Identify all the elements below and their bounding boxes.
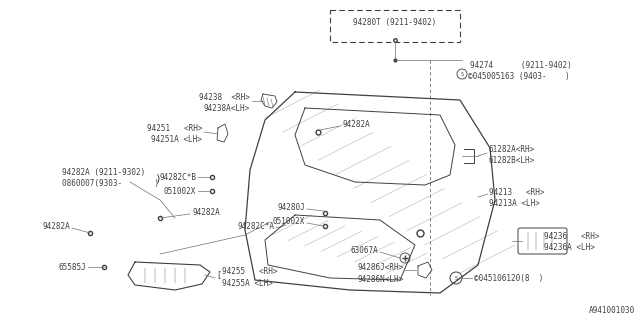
Text: [: [ [217,270,220,279]
Text: 94286J<RH>: 94286J<RH> [358,263,404,273]
Text: 94251A <LH>: 94251A <LH> [151,134,202,143]
Text: 94251   <RH>: 94251 <RH> [147,124,202,132]
Text: 94280J: 94280J [277,203,305,212]
Text: 94280T (9211-9402): 94280T (9211-9402) [353,18,436,27]
Text: 94282C*B: 94282C*B [159,172,196,181]
Text: A941001030: A941001030 [589,306,635,315]
Text: 94286N<LH>: 94286N<LH> [358,275,404,284]
Text: 94282A: 94282A [42,221,70,230]
Text: 94238A<LH>: 94238A<LH> [204,103,250,113]
Text: 94213   <RH>: 94213 <RH> [489,188,545,196]
Text: 61282A<RH>: 61282A<RH> [488,145,534,154]
Text: 94238  <RH>: 94238 <RH> [199,92,250,101]
Text: 94213A <LH>: 94213A <LH> [489,198,540,207]
Text: 63067A: 63067A [350,245,378,254]
Text: ©045106120(8  ): ©045106120(8 ) [474,274,543,283]
Text: 94282C*A: 94282C*A [237,221,274,230]
Text: 051002X: 051002X [164,187,196,196]
Text: S: S [454,276,458,281]
Text: 61282B<LH>: 61282B<LH> [488,156,534,164]
Text: 94282A: 94282A [342,119,370,129]
Text: 94282A (9211-9302): 94282A (9211-9302) [62,167,145,177]
Text: 051002X: 051002X [273,217,305,226]
Text: 94236A <LH>: 94236A <LH> [544,243,595,252]
Text: 94255   <RH>: 94255 <RH> [222,268,278,276]
Text: 0860007(9303-       ): 0860007(9303- ) [62,179,159,188]
Text: S: S [461,71,463,76]
Text: ): ) [155,173,159,183]
Text: ©045005163 (9403-    ): ©045005163 (9403- ) [468,71,570,81]
Text: 94255A <LH>: 94255A <LH> [222,278,273,287]
Text: 94236   <RH>: 94236 <RH> [544,231,600,241]
Text: 94274      (9211-9402): 94274 (9211-9402) [470,60,572,69]
Text: 65585J: 65585J [58,262,86,271]
Text: 94282A: 94282A [192,207,220,217]
